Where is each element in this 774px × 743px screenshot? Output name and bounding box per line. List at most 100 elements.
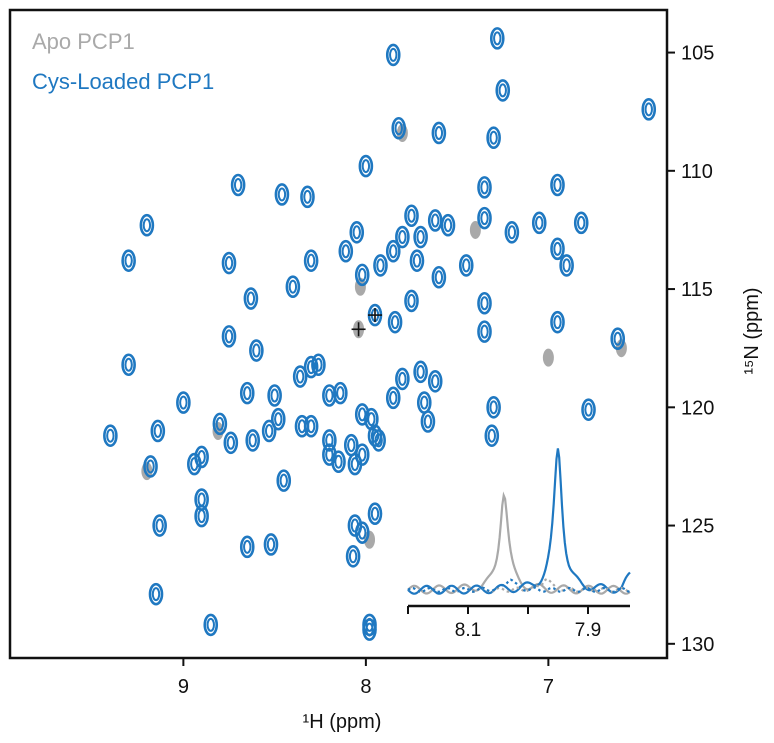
inset-1d-slice: 8.1 7.9 bbox=[407, 448, 631, 641]
cys-peak bbox=[249, 339, 264, 362]
y-axis-label: ¹⁵N (ppm) bbox=[741, 287, 763, 374]
cys-peak bbox=[303, 414, 319, 438]
cys-peak bbox=[458, 254, 474, 277]
cys-peak bbox=[486, 396, 501, 419]
cys-peak bbox=[270, 407, 286, 431]
cys-peak bbox=[395, 367, 410, 391]
cys-peak bbox=[431, 121, 447, 145]
cys-peak bbox=[409, 249, 425, 272]
cys-peak bbox=[610, 327, 626, 351]
cys-peak bbox=[354, 443, 370, 466]
cys-peak bbox=[212, 412, 228, 436]
cys-peak bbox=[221, 251, 237, 275]
peak-layer bbox=[103, 27, 657, 641]
cys-peak bbox=[367, 502, 383, 526]
y-tick-label: 130 bbox=[681, 634, 714, 656]
marker-layer bbox=[351, 308, 382, 337]
cys-peak bbox=[495, 79, 511, 102]
cys-peak bbox=[573, 211, 589, 235]
cys-peak bbox=[531, 211, 547, 235]
cys-peak bbox=[230, 173, 246, 197]
cys-peak bbox=[103, 424, 118, 447]
cys-peak bbox=[322, 443, 337, 466]
cys-peak bbox=[395, 225, 410, 249]
cys-peak bbox=[385, 386, 401, 410]
cys-peak bbox=[203, 613, 219, 637]
cys-peak bbox=[550, 310, 565, 334]
cys-peak bbox=[267, 384, 282, 407]
legend-apo: Apo PCP1 bbox=[32, 29, 135, 54]
cys-peak bbox=[333, 381, 348, 405]
plot-frame bbox=[8, 8, 669, 660]
x-axis-label: ¹H (ppm) bbox=[303, 711, 382, 733]
cys-peak bbox=[239, 535, 255, 559]
cys-peak bbox=[274, 183, 290, 206]
cys-peak bbox=[143, 455, 158, 478]
cys-peak bbox=[223, 431, 239, 455]
cys-peak bbox=[477, 291, 492, 315]
cys-peak bbox=[550, 237, 565, 261]
y-tick-label: 115 bbox=[681, 279, 713, 301]
cys-peak bbox=[345, 545, 361, 568]
x-axis: 9 8 7 bbox=[178, 658, 554, 698]
inset-solid-trace bbox=[407, 448, 631, 595]
cys-peak bbox=[387, 310, 403, 334]
cys-peak bbox=[427, 369, 443, 393]
cys-peak bbox=[354, 263, 370, 287]
cys-peak bbox=[504, 221, 520, 244]
cys-peak bbox=[322, 429, 337, 452]
y-tick-label: 110 bbox=[681, 161, 713, 183]
cys-peak bbox=[221, 325, 237, 348]
inset-tick-label: 7.9 bbox=[575, 620, 601, 641]
plus-marker bbox=[368, 308, 382, 323]
cys-peak bbox=[427, 209, 443, 232]
cys-peak bbox=[245, 429, 261, 452]
cys-peak bbox=[385, 43, 401, 67]
cys-peak bbox=[420, 410, 436, 433]
cys-peak bbox=[391, 116, 407, 140]
cys-peak bbox=[148, 582, 164, 606]
cys-peak bbox=[431, 265, 447, 289]
cys-peak bbox=[477, 176, 492, 199]
legend-cys: Cys-Loaded PCP1 bbox=[32, 69, 214, 94]
cys-peak bbox=[176, 391, 191, 414]
cys-peak bbox=[292, 365, 308, 388]
cys-peak bbox=[263, 533, 279, 556]
cys-peak bbox=[121, 249, 136, 272]
y-tick-label: 120 bbox=[681, 397, 714, 419]
inset-dotted-trace bbox=[407, 578, 631, 594]
cys-series bbox=[103, 27, 657, 641]
cys-peak bbox=[484, 424, 500, 447]
cys-peak bbox=[187, 452, 202, 476]
plus-marker bbox=[351, 322, 366, 337]
cys-peak bbox=[489, 27, 505, 50]
cys-peak bbox=[152, 514, 167, 537]
cys-peak bbox=[404, 204, 419, 228]
cys-peak bbox=[440, 213, 456, 237]
cys-peak bbox=[285, 275, 301, 299]
cys-peak bbox=[416, 391, 432, 414]
cys-peak bbox=[550, 173, 565, 197]
cys-peak bbox=[371, 429, 386, 452]
cys-peak bbox=[385, 239, 401, 263]
cys-peak bbox=[349, 221, 365, 244]
cys-peak bbox=[362, 618, 377, 641]
cys-peak bbox=[311, 353, 326, 377]
cys-peak bbox=[303, 249, 319, 272]
cys-peak bbox=[303, 355, 319, 379]
cys-peak bbox=[641, 98, 657, 121]
apo-peak bbox=[542, 348, 554, 367]
x-tick-label: 7 bbox=[543, 676, 554, 698]
cys-peak bbox=[486, 126, 501, 150]
cys-peak bbox=[276, 469, 292, 492]
cys-peak bbox=[477, 206, 492, 230]
legend: Apo PCP1 Cys-Loaded PCP1 bbox=[32, 29, 214, 94]
cys-peak bbox=[150, 419, 166, 443]
cys-peak bbox=[239, 381, 255, 405]
cys-peak bbox=[404, 289, 419, 313]
cys-peak bbox=[413, 360, 428, 384]
y-tick-label: 125 bbox=[681, 516, 714, 538]
y-axis: 105 110 115 120 125 130 bbox=[667, 43, 714, 656]
x-tick-label: 9 bbox=[178, 676, 189, 698]
